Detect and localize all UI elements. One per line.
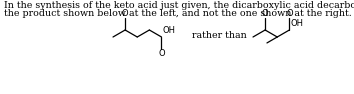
Text: O: O (122, 8, 129, 17)
Text: O: O (262, 8, 268, 17)
Text: In the synthesis of the keto acid just given, the dicarboxylic acid decarboxylat: In the synthesis of the keto acid just g… (4, 1, 354, 10)
Text: OH: OH (290, 19, 303, 28)
Text: O: O (158, 50, 165, 58)
Text: the product shown below at the left, and not the one shown at the right. Explain: the product shown below at the left, and… (4, 9, 354, 18)
Text: rather than: rather than (192, 30, 247, 39)
Text: OH: OH (162, 26, 176, 35)
Text: O: O (286, 8, 293, 17)
